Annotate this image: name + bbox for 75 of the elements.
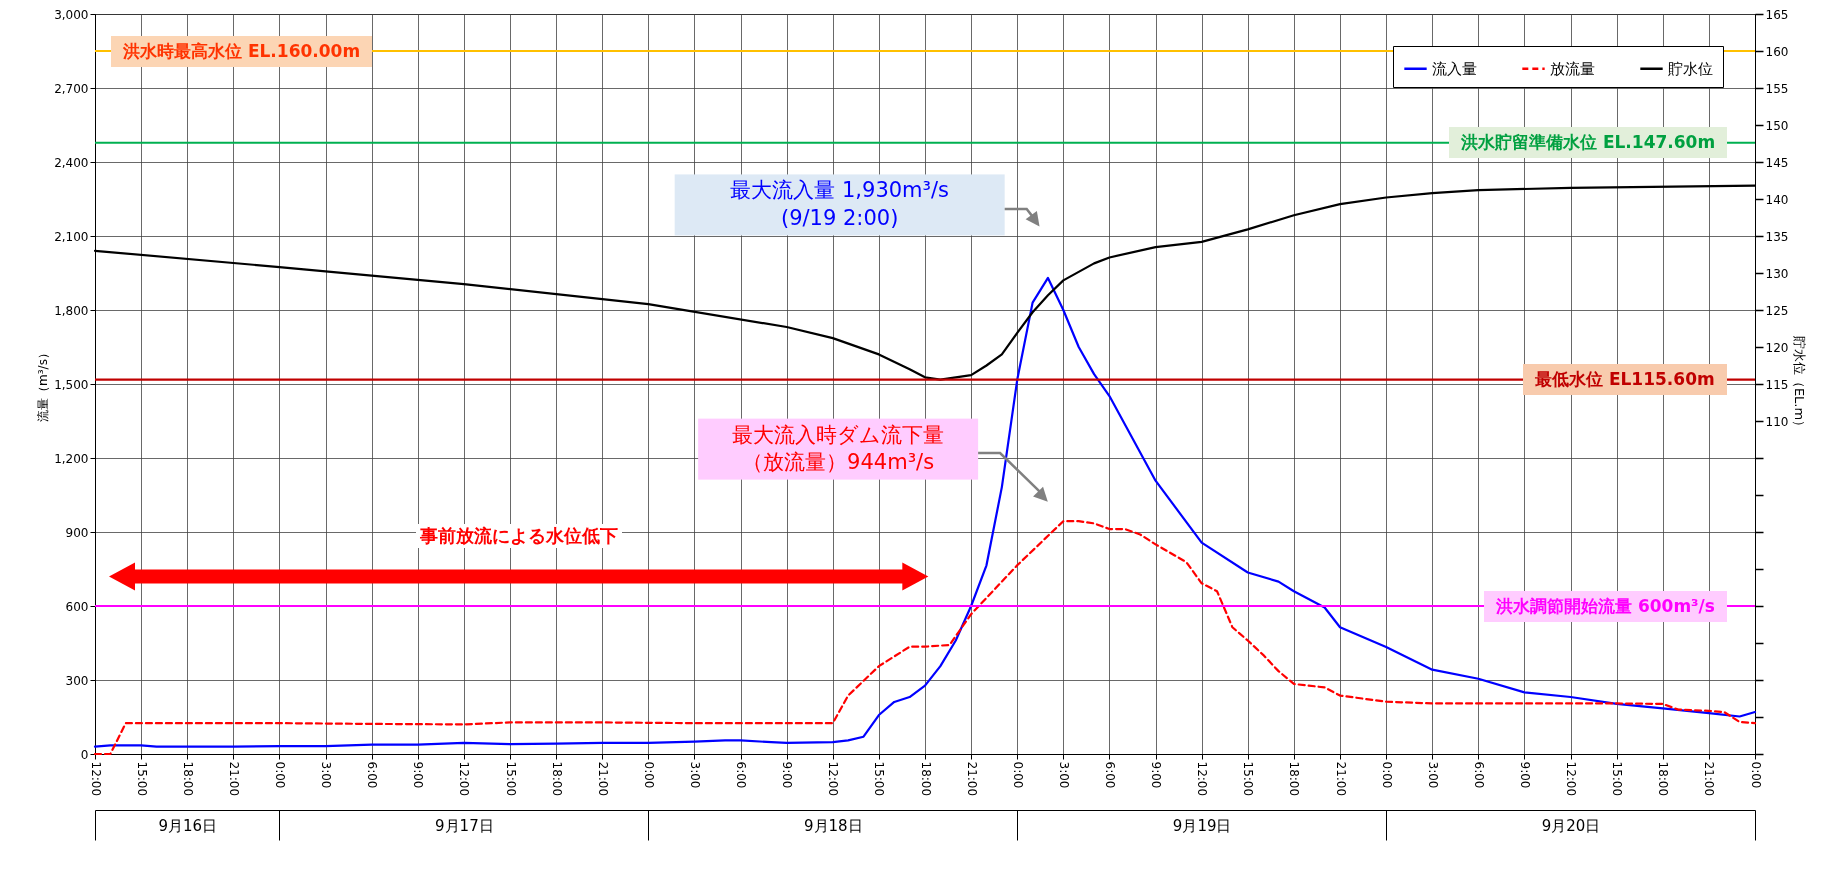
y2-tick-label: 110 xyxy=(1765,414,1789,429)
x-tick-label: 21:00 xyxy=(226,761,241,797)
x-tick-label: 12:00 xyxy=(88,761,103,797)
y2-tick-label: 140 xyxy=(1765,192,1789,207)
x-tick-label: 0:00 xyxy=(641,761,656,789)
y2-tick-label: 125 xyxy=(1765,303,1789,318)
x-tick-label: 21:00 xyxy=(595,761,610,797)
y2-tick-label: 130 xyxy=(1765,266,1789,281)
y2-tick-label: 115 xyxy=(1765,377,1789,392)
x-tick-label: 0:00 xyxy=(272,761,287,789)
y-tick-label: 2,700 xyxy=(54,81,89,96)
y2-axis-title: 貯水位（EL.m） xyxy=(1792,335,1808,434)
x-tick-label: 12:00 xyxy=(457,761,472,797)
x-tick-label: 15:00 xyxy=(1241,761,1256,797)
x-tick-label: 18:00 xyxy=(549,761,564,797)
x-tick-label: 15:00 xyxy=(503,761,518,797)
x-tick-label: 15:00 xyxy=(134,761,149,797)
x2-tick-label: 9月16日 xyxy=(158,816,218,835)
y2-tick-label: 120 xyxy=(1765,340,1789,355)
y-tick-label: 2,400 xyxy=(54,155,89,170)
x-tick-label: 18:00 xyxy=(1287,761,1302,797)
x-tick-label: 6:00 xyxy=(734,761,749,789)
y2-tick-label: 145 xyxy=(1765,155,1789,170)
y2-tick-label: 150 xyxy=(1765,118,1789,133)
y-tick-label: 1,500 xyxy=(54,377,89,392)
y-tick-label: 900 xyxy=(65,525,89,540)
x-tick-label: 6:00 xyxy=(1102,761,1117,789)
x-tick-label: 15:00 xyxy=(872,761,887,797)
ref-line-label: 洪水貯留準備水位 EL.147.60m xyxy=(1449,127,1728,159)
x-tick-label: 12:00 xyxy=(1564,761,1579,797)
legend-label: 放流量 xyxy=(1550,59,1595,78)
x-tick-label: 21:00 xyxy=(1702,761,1717,797)
y-tick-label: 1,800 xyxy=(54,303,89,318)
x-tick-label: 0:00 xyxy=(1748,761,1763,789)
x-tick-label: 21:00 xyxy=(964,761,979,797)
x2-tick-label: 9月19日 xyxy=(1172,816,1232,835)
annotation: 事前放流による水位低下 xyxy=(415,524,622,549)
x-tick-label: 9:00 xyxy=(411,761,426,789)
y2-tick-label: 135 xyxy=(1765,229,1789,244)
x-tick-label: 18:00 xyxy=(918,761,933,797)
legend-label: 貯水位 xyxy=(1668,59,1713,78)
x2-tick-label: 9月20日 xyxy=(1541,816,1601,835)
x-tick-label: 12:00 xyxy=(1195,761,1210,797)
x2-tick-label: 9月17日 xyxy=(435,816,494,835)
x-tick-label: 9:00 xyxy=(1149,761,1164,789)
x2-tick-label: 9月18日 xyxy=(803,816,863,835)
x-tick-label: 9:00 xyxy=(780,761,795,789)
x-tick-label: 3:00 xyxy=(687,761,702,789)
ref-line-label: 洪水時最高水位 EL.160.00m xyxy=(111,35,373,67)
y-axis-title: 流量（m³/s） xyxy=(36,347,51,422)
x-tick-label: 12:00 xyxy=(826,761,841,797)
x-tick-label: 3:00 xyxy=(319,761,334,789)
x-tick-label: 0:00 xyxy=(1379,761,1394,789)
ref-line-label: 最低水位 EL115.60m xyxy=(1523,364,1727,396)
x-tick-label: 9:00 xyxy=(1517,761,1532,789)
ref-line-label: 洪水調節開始流量 600m³/s xyxy=(1484,590,1727,622)
x-tick-label: 21:00 xyxy=(1333,761,1348,797)
y-tick-label: 1,200 xyxy=(54,451,89,466)
x-tick-label: 6:00 xyxy=(1471,761,1486,789)
x-tick-label: 3:00 xyxy=(1056,761,1071,789)
y-tick-label: 2,100 xyxy=(54,229,89,244)
y-tick-label: 3,000 xyxy=(54,7,89,22)
x-tick-label: 3:00 xyxy=(1425,761,1440,789)
legend-label: 流入量 xyxy=(1432,59,1477,78)
y2-tick-label: 165 xyxy=(1765,7,1789,22)
x-tick-label: 18:00 xyxy=(180,761,195,797)
y2-tick-label: 155 xyxy=(1765,81,1789,96)
x-tick-label: 18:00 xyxy=(1656,761,1671,797)
y-tick-label: 0 xyxy=(80,747,89,762)
y-tick-label: 600 xyxy=(65,599,89,614)
x-tick-label: 15:00 xyxy=(1610,761,1625,797)
x-tick-label: 6:00 xyxy=(365,761,380,789)
y2-tick-label: 160 xyxy=(1765,44,1789,59)
y-tick-label: 300 xyxy=(65,673,89,688)
x-tick-label: 0:00 xyxy=(1010,761,1025,789)
